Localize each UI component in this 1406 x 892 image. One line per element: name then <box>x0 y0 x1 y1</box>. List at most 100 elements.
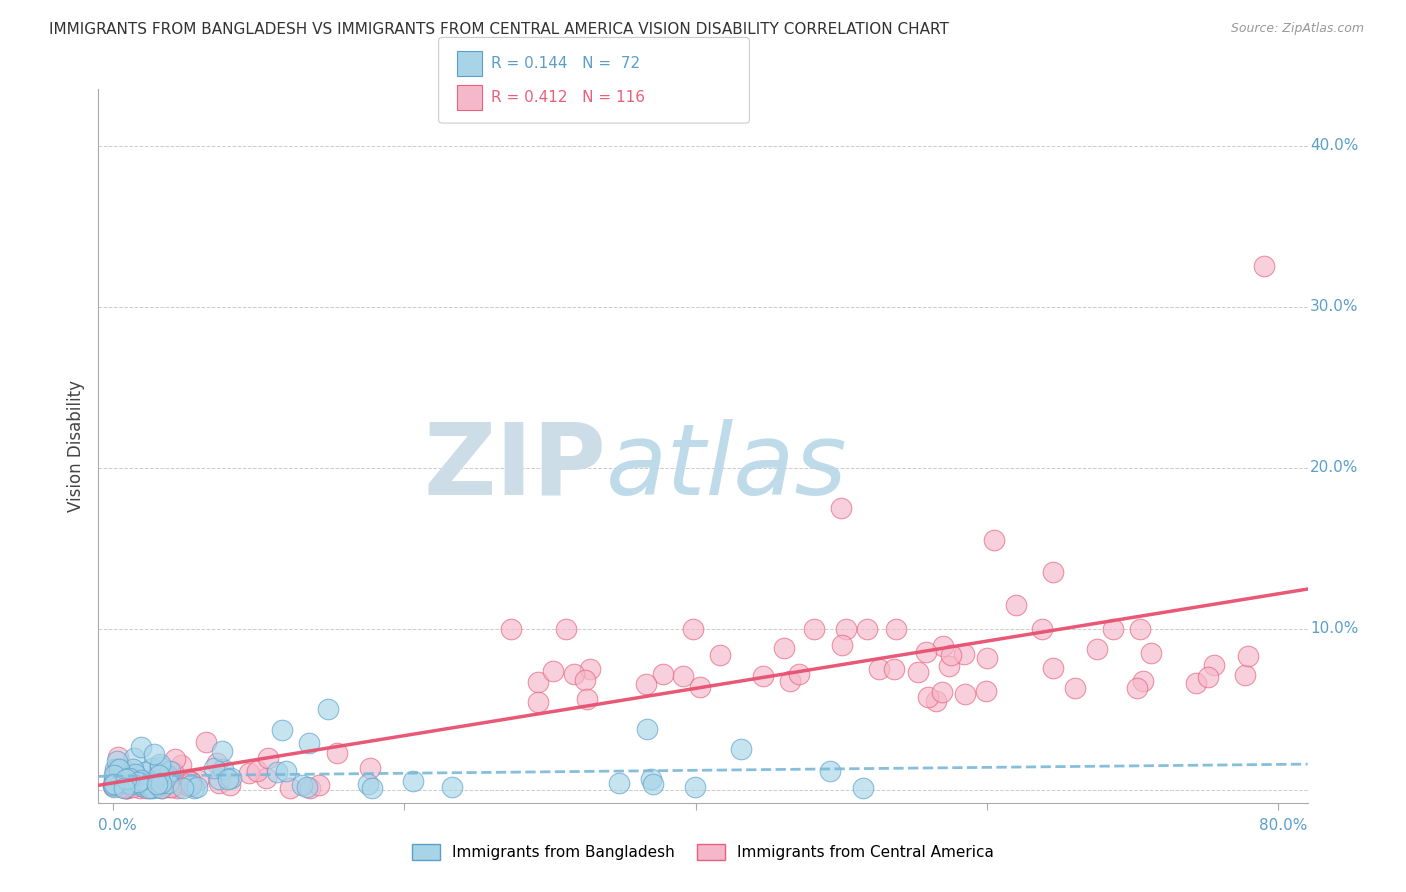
Point <box>108 762 131 776</box>
Point <box>103 772 125 786</box>
Point <box>246 764 269 778</box>
Point <box>128 777 150 791</box>
Point <box>884 622 907 636</box>
Point <box>562 666 585 681</box>
Point <box>208 776 231 790</box>
Point <box>953 647 976 661</box>
Point <box>541 665 564 679</box>
Point <box>173 775 195 789</box>
Point <box>150 781 173 796</box>
Point <box>555 622 578 636</box>
Point <box>152 766 174 780</box>
Point <box>110 776 132 790</box>
Point <box>607 776 630 790</box>
Point <box>1184 676 1206 690</box>
Point <box>156 769 179 783</box>
Point <box>914 644 936 658</box>
Point <box>186 780 208 795</box>
Point <box>131 779 153 793</box>
Point <box>402 774 425 789</box>
Point <box>121 763 143 777</box>
Point <box>1129 622 1152 636</box>
Point <box>208 772 231 787</box>
Point <box>868 663 890 677</box>
Point <box>752 669 775 683</box>
Point <box>103 778 125 792</box>
Point <box>159 764 181 778</box>
Point <box>141 772 163 786</box>
Point <box>101 779 124 793</box>
Point <box>298 781 321 796</box>
Point <box>135 781 157 796</box>
Point <box>160 780 183 794</box>
Point <box>1233 668 1256 682</box>
Text: ZIP: ZIP <box>423 419 606 516</box>
Point <box>291 778 314 792</box>
Point <box>127 774 149 789</box>
Point <box>1202 658 1225 673</box>
Point <box>107 750 129 764</box>
Point <box>134 765 156 780</box>
Point <box>1085 641 1108 656</box>
Point <box>129 773 152 788</box>
Point <box>169 758 191 772</box>
Point <box>779 674 801 689</box>
Point <box>1132 673 1154 688</box>
Point <box>122 751 145 765</box>
Text: 40.0%: 40.0% <box>1310 138 1358 153</box>
Point <box>112 766 135 780</box>
Text: 0.0%: 0.0% <box>98 819 138 833</box>
Point <box>527 695 550 709</box>
Point <box>177 779 200 793</box>
Point <box>108 762 131 776</box>
Point <box>138 780 160 795</box>
Point <box>1031 622 1053 636</box>
Text: 80.0%: 80.0% <box>1260 819 1308 833</box>
Point <box>202 760 225 774</box>
Point <box>682 622 704 636</box>
Point <box>148 760 170 774</box>
Point <box>124 767 146 781</box>
Point <box>138 774 160 789</box>
Point <box>104 762 127 776</box>
Point <box>357 777 380 791</box>
Point <box>115 781 138 796</box>
Point <box>803 622 825 636</box>
Point <box>150 776 173 790</box>
Point <box>165 779 187 793</box>
Point <box>157 780 180 794</box>
Point <box>117 764 139 779</box>
Point <box>579 662 602 676</box>
Point <box>146 774 169 789</box>
Point <box>149 757 172 772</box>
Text: Source: ZipAtlas.com: Source: ZipAtlas.com <box>1230 22 1364 36</box>
Point <box>855 622 877 636</box>
Point <box>118 771 141 785</box>
Point <box>121 773 143 788</box>
Point <box>730 742 752 756</box>
Point <box>180 778 202 792</box>
Point <box>143 747 166 762</box>
Point <box>773 640 796 655</box>
Point <box>1253 260 1275 274</box>
Point <box>136 777 159 791</box>
Point <box>103 780 125 795</box>
Legend: Immigrants from Bangladesh, Immigrants from Central America: Immigrants from Bangladesh, Immigrants f… <box>406 838 1000 866</box>
Point <box>1063 681 1085 695</box>
Point <box>122 774 145 789</box>
Text: R = 0.412   N = 116: R = 0.412 N = 116 <box>491 90 645 104</box>
Point <box>976 650 998 665</box>
Point <box>818 764 841 779</box>
Text: IMMIGRANTS FROM BANGLADESH VS IMMIGRANTS FROM CENTRAL AMERICA VISION DISABILITY : IMMIGRANTS FROM BANGLADESH VS IMMIGRANTS… <box>49 22 949 37</box>
Point <box>129 776 152 790</box>
Point <box>360 781 382 796</box>
Point <box>499 622 522 636</box>
Point <box>129 740 152 755</box>
Text: 30.0%: 30.0% <box>1310 299 1358 314</box>
Point <box>295 780 318 794</box>
Point <box>257 751 280 765</box>
Point <box>183 781 205 796</box>
Point <box>1102 622 1125 636</box>
Point <box>163 752 186 766</box>
Point <box>976 684 998 698</box>
